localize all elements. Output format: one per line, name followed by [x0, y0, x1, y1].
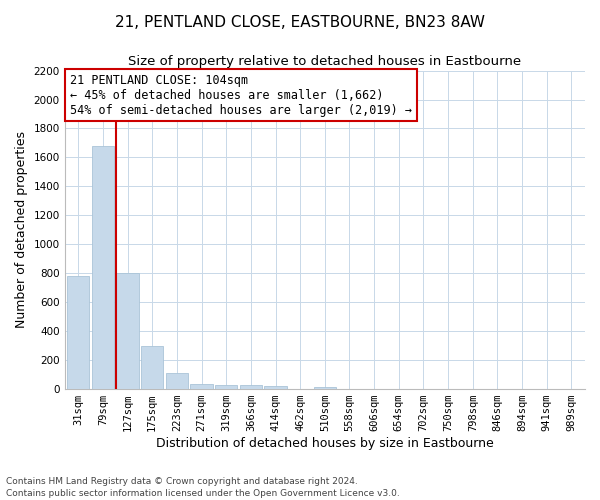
Title: Size of property relative to detached houses in Eastbourne: Size of property relative to detached ho… — [128, 55, 521, 68]
Bar — [240, 384, 262, 389]
Bar — [67, 276, 89, 389]
Bar — [166, 373, 188, 389]
Bar — [265, 386, 287, 389]
Bar — [116, 274, 139, 389]
Text: 21 PENTLAND CLOSE: 104sqm
← 45% of detached houses are smaller (1,662)
54% of se: 21 PENTLAND CLOSE: 104sqm ← 45% of detac… — [70, 74, 412, 116]
Y-axis label: Number of detached properties: Number of detached properties — [15, 132, 28, 328]
Text: 21, PENTLAND CLOSE, EASTBOURNE, BN23 8AW: 21, PENTLAND CLOSE, EASTBOURNE, BN23 8AW — [115, 15, 485, 30]
Bar — [215, 384, 237, 389]
Bar — [314, 387, 336, 389]
Bar — [92, 146, 114, 389]
Bar — [141, 346, 163, 389]
Bar — [190, 384, 212, 389]
Text: Contains HM Land Registry data © Crown copyright and database right 2024.
Contai: Contains HM Land Registry data © Crown c… — [6, 476, 400, 498]
X-axis label: Distribution of detached houses by size in Eastbourne: Distribution of detached houses by size … — [156, 437, 494, 450]
